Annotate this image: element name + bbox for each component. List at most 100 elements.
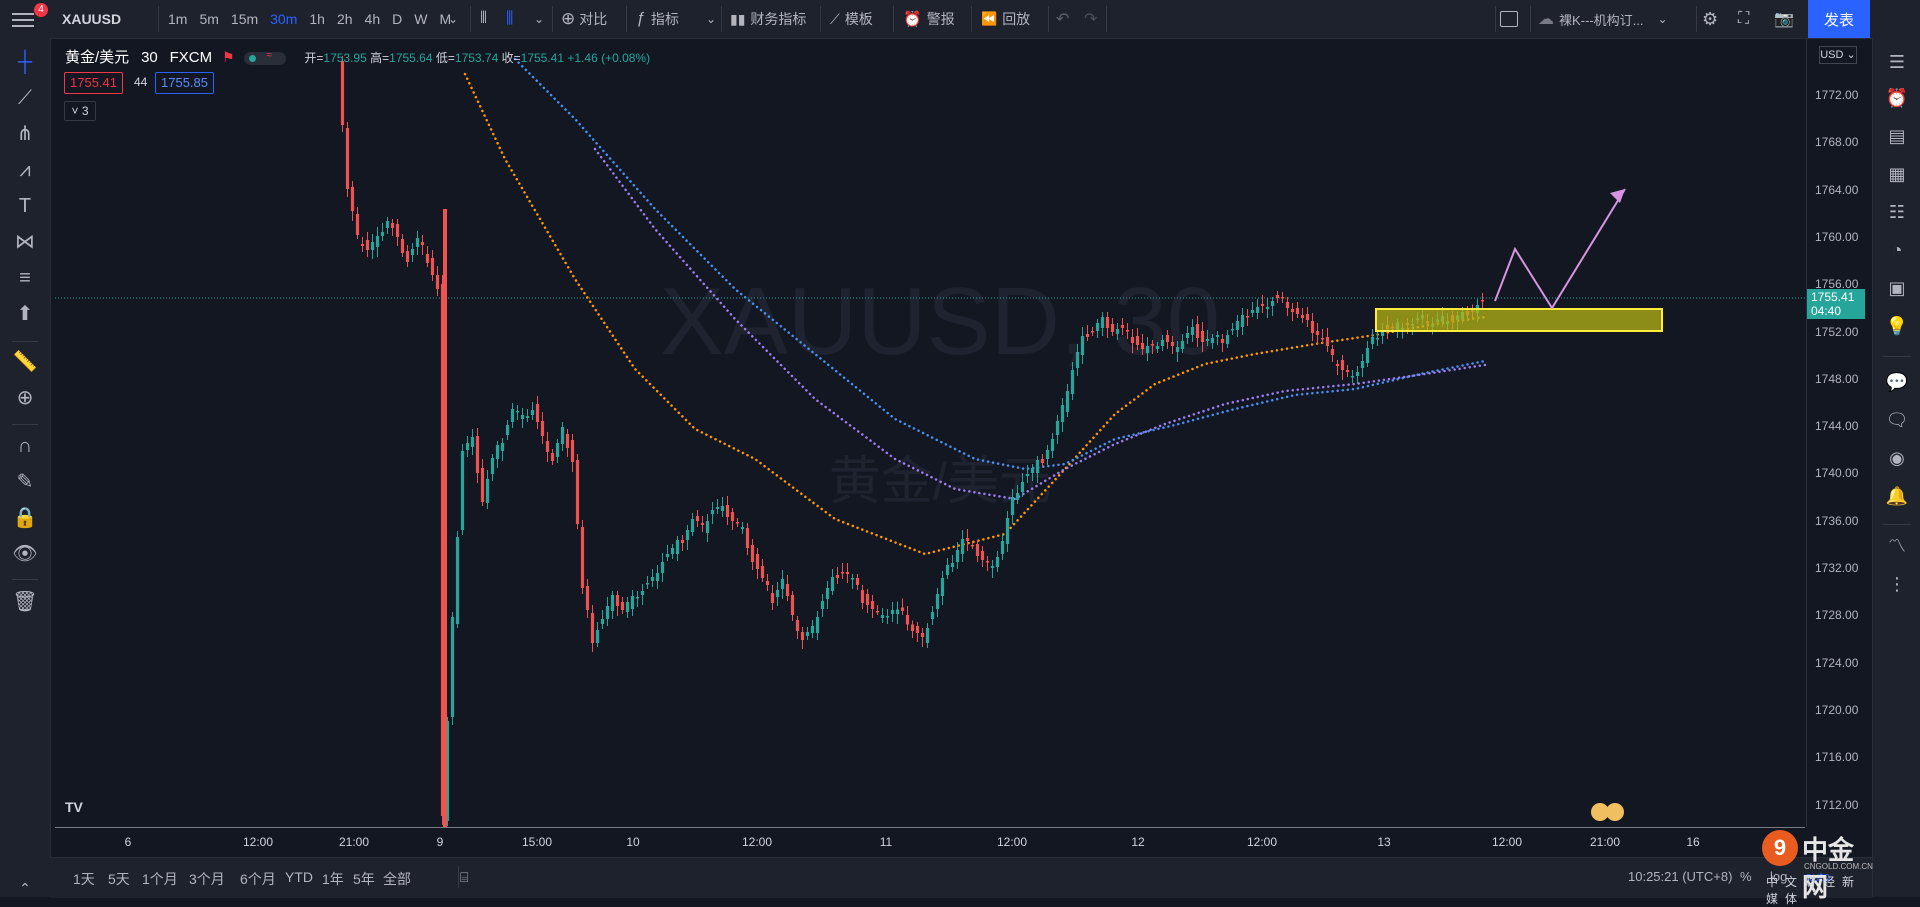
watchlist-icon[interactable]: ☰ xyxy=(1888,52,1906,72)
publish-button[interactable]: 发表 xyxy=(1808,0,1870,38)
interval-2h[interactable]: 2h xyxy=(336,11,353,27)
candle-body xyxy=(675,540,680,554)
indicators-collapse-button[interactable]: ˅ 3 xyxy=(64,101,96,121)
notifications-bell-icon[interactable]: 🔔 xyxy=(1885,486,1909,506)
plus-circle-icon: ⊕ xyxy=(561,9,576,28)
layout-name-label: 裸K---机构订... xyxy=(1559,12,1644,28)
ask-price-box[interactable]: 1755.85 xyxy=(155,72,214,94)
interval-W[interactable]: W xyxy=(414,11,428,27)
replay-button[interactable]: ⏪ 回放 xyxy=(981,0,1030,38)
range-button[interactable]: YTD xyxy=(285,869,313,885)
auto-toggle[interactable]: auto xyxy=(1805,869,1831,884)
crosshair-icon[interactable]: ┼ xyxy=(17,51,33,73)
price-chart[interactable]: XAUUSD, 30 黄金/美元 TV xyxy=(55,39,1805,827)
trading-icon[interactable]: 〽 xyxy=(1888,536,1906,556)
interval-1m[interactable]: 1m xyxy=(168,11,188,27)
date-range-calendar-icon[interactable]: ⌸ xyxy=(460,869,469,885)
candle-body xyxy=(450,617,455,717)
pattern-icon[interactable]: ⩘ xyxy=(19,159,31,181)
data-window-icon[interactable]: ▤ xyxy=(1888,126,1906,146)
chat-icon[interactable]: 💬 xyxy=(1885,372,1909,392)
interval-4h[interactable]: 4h xyxy=(364,11,381,27)
dom-icon[interactable]: ⋮ xyxy=(1888,574,1906,594)
menu-icon[interactable] xyxy=(12,9,34,29)
function-icon: ƒ xyxy=(636,10,645,27)
interval-M[interactable]: M xyxy=(439,11,452,27)
candle-body xyxy=(1380,332,1385,336)
text-tool-icon[interactable]: T xyxy=(18,195,32,217)
trash-icon[interactable]: 🗑 xyxy=(12,591,38,613)
data-source: FXCM xyxy=(169,49,213,66)
indicators-button[interactable]: ƒ 指标 xyxy=(636,0,679,38)
symbol-search[interactable]: XAUUSD xyxy=(62,0,121,38)
projection-path[interactable] xyxy=(1494,188,1626,310)
range-button[interactable]: 1个月 xyxy=(142,871,178,887)
candle-body xyxy=(655,573,660,581)
candle-body xyxy=(1290,309,1295,312)
time-tick: 12:00 xyxy=(1491,835,1523,849)
alarm-clock-icon[interactable]: ⏰ xyxy=(1885,88,1909,108)
camera-icon[interactable]: 📷 xyxy=(1774,11,1794,28)
bid-price-box[interactable]: 1755.41 xyxy=(64,72,123,94)
ruler-icon[interactable]: 📏 xyxy=(12,351,38,373)
messages-icon[interactable]: 🗨 xyxy=(1885,410,1909,430)
interval-1h[interactable]: 1h xyxy=(309,11,325,27)
hotlist-icon[interactable]: ☷ xyxy=(1888,202,1906,222)
price-axis[interactable]: USD ⌄ 1772.00 1768.00 1764.00 1760.00 1756.0… xyxy=(1806,39,1872,827)
calendar-icon[interactable]: ▣ xyxy=(1888,278,1906,298)
range-button[interactable]: 3个月 xyxy=(189,871,225,887)
candle-body xyxy=(605,606,610,619)
bar-style-icon[interactable]: ⦀ xyxy=(480,10,488,27)
chevron-down-icon[interactable]: ⌄ xyxy=(706,12,717,26)
settings-gear-icon[interactable]: ⚙ xyxy=(1702,8,1719,29)
percent-toggle[interactable]: % xyxy=(1740,869,1752,884)
xabcd-pattern-icon[interactable]: ⋈ xyxy=(15,231,35,253)
fib-tool-icon[interactable]: ⋔ xyxy=(16,123,34,145)
economic-events-flags[interactable] xyxy=(1591,803,1624,821)
templates-button[interactable]: ⟋ 模板 xyxy=(830,0,873,38)
idea-bulb-icon[interactable]: 💡 xyxy=(1885,316,1909,336)
compare-button[interactable]: ⊕ 对比 xyxy=(561,0,607,38)
range-button[interactable]: 1天 xyxy=(73,871,95,887)
log-toggle[interactable]: log xyxy=(1770,869,1788,884)
price-tick: 1744.00 xyxy=(1815,419,1859,434)
streams-icon[interactable]: ◉ xyxy=(1889,448,1905,468)
interval-30m[interactable]: 30m xyxy=(270,11,298,27)
undo-icon[interactable]: ↶ xyxy=(1056,11,1070,28)
range-button[interactable]: 6个月 xyxy=(240,871,276,887)
redo-icon[interactable]: ↷ xyxy=(1084,11,1098,28)
magnet-icon[interactable]: ∩ xyxy=(17,435,33,457)
time-tick: 12:00 xyxy=(741,835,773,849)
projection-tool-icon[interactable]: ≡ xyxy=(19,267,31,289)
range-button[interactable]: 全部 xyxy=(383,871,411,887)
range-button[interactable]: 1年 xyxy=(322,871,344,887)
fullscreen-icon[interactable]: ⛶ xyxy=(1738,10,1750,27)
range-button[interactable]: 5年 xyxy=(353,871,375,887)
interval-15m[interactable]: 15m xyxy=(230,11,259,27)
clock-icon[interactable]: ◔ xyxy=(1891,240,1903,260)
range-button[interactable]: 5天 xyxy=(108,871,130,887)
chevron-up-icon[interactable]: ⌃ xyxy=(19,880,31,896)
eye-icon[interactable]: 👁 xyxy=(12,543,38,565)
time-axis[interactable]: 6 12:00 21:00 9 15:00 10 12:00 11 12:00 12 12:00 13… xyxy=(55,827,1805,858)
currency-selector[interactable]: USD ⌄ xyxy=(1819,46,1857,64)
candle-body xyxy=(960,539,965,554)
interval-D[interactable]: D xyxy=(392,11,403,27)
candles-icon[interactable]: ⫼ xyxy=(506,10,514,27)
chevron-down-icon[interactable]: ⌄ xyxy=(534,12,545,26)
lock-icon[interactable]: 🔒 xyxy=(12,507,38,529)
status-toggle[interactable]: ≈ xyxy=(244,50,287,65)
arrow-up-icon[interactable]: ⬆ xyxy=(16,303,34,325)
news-icon[interactable]: ▦ xyxy=(1888,164,1906,184)
layout-square-icon[interactable] xyxy=(1500,0,1518,38)
chevron-down-icon[interactable]: ⌄ xyxy=(448,12,459,26)
zoom-in-icon[interactable]: ⊕ xyxy=(16,387,34,409)
candle-body xyxy=(920,633,925,637)
interval-5m[interactable]: 5m xyxy=(199,11,219,27)
trend-line-icon[interactable]: ⟋ xyxy=(18,87,32,109)
alert-button[interactable]: ⏰ 警报 xyxy=(903,0,955,38)
layout-name-button[interactable]: ☁ 裸K---机构订... ⌄ xyxy=(1538,0,1668,38)
financials-button[interactable]: ▮▮ 财务指标 xyxy=(730,0,806,38)
lock-pencil-icon[interactable]: ✎ xyxy=(16,471,34,493)
resistance-zone-rectangle[interactable] xyxy=(1375,308,1663,332)
